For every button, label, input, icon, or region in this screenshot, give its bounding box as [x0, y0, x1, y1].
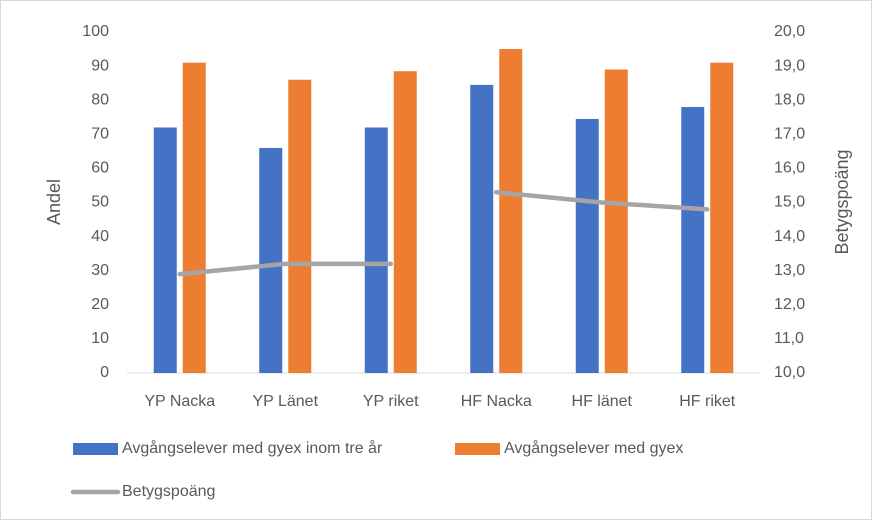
- legend-label: Avgångselever med gyex: [504, 439, 683, 457]
- y-tick-label: 20: [91, 296, 109, 313]
- y2-tick-label: 15,0: [774, 194, 805, 211]
- y-tick-label: 100: [82, 23, 109, 40]
- y2-tick-label: 11,0: [774, 330, 804, 347]
- y-tick-label: 0: [100, 364, 109, 381]
- y2-tick-label: 14,0: [774, 228, 805, 245]
- x-tick-label: YP Nacka: [144, 393, 215, 410]
- bar: [470, 84, 494, 373]
- bar: [153, 127, 177, 373]
- legend-swatch: [455, 443, 500, 455]
- line: [177, 261, 393, 277]
- y2-axis-title: Betygspoäng: [832, 149, 852, 254]
- x-tick-label: HF Nacka: [461, 393, 532, 410]
- y-tick-label: 60: [91, 160, 109, 177]
- y2-tick-label: 19,0: [774, 57, 805, 74]
- bar: [710, 62, 734, 373]
- y2-tick-label: 12,0: [774, 296, 805, 313]
- y-tick-label: 50: [91, 194, 109, 211]
- bar: [364, 127, 388, 373]
- y2-tick-label: 17,0: [774, 126, 805, 143]
- x-tick-label: HF riket: [679, 393, 736, 410]
- bar: [288, 79, 312, 374]
- bar: [681, 107, 705, 374]
- y-tick-label: 70: [91, 126, 109, 143]
- bar: [575, 118, 599, 373]
- y2-tick-label: 13,0: [774, 262, 805, 279]
- y-tick-label: 10: [91, 330, 109, 347]
- x-tick-label: HF länet: [572, 393, 633, 410]
- y-tick-label: 40: [91, 228, 109, 245]
- bar: [259, 147, 283, 373]
- legend-label: Avgångselever med gyex inom tre år: [122, 439, 383, 457]
- y-tick-label: 90: [91, 57, 109, 74]
- y-tick-label: 30: [91, 262, 109, 279]
- line: [494, 190, 710, 212]
- bar: [499, 49, 523, 374]
- y2-tick-label: 10,0: [774, 364, 805, 381]
- bar: [182, 62, 206, 373]
- y2-tick-label: 20,0: [774, 23, 805, 40]
- y-tick-label: 80: [91, 91, 109, 108]
- bar: [604, 69, 628, 373]
- x-tick-label: YP riket: [363, 393, 419, 410]
- y-axis-title: Andel: [44, 179, 64, 225]
- legend-swatch: [73, 443, 118, 455]
- x-tick-label: YP Länet: [252, 393, 318, 410]
- y2-tick-label: 16,0: [774, 160, 805, 177]
- legend-label: Betygspoäng: [122, 483, 215, 500]
- y2-tick-label: 18,0: [774, 91, 805, 108]
- bar: [393, 71, 417, 373]
